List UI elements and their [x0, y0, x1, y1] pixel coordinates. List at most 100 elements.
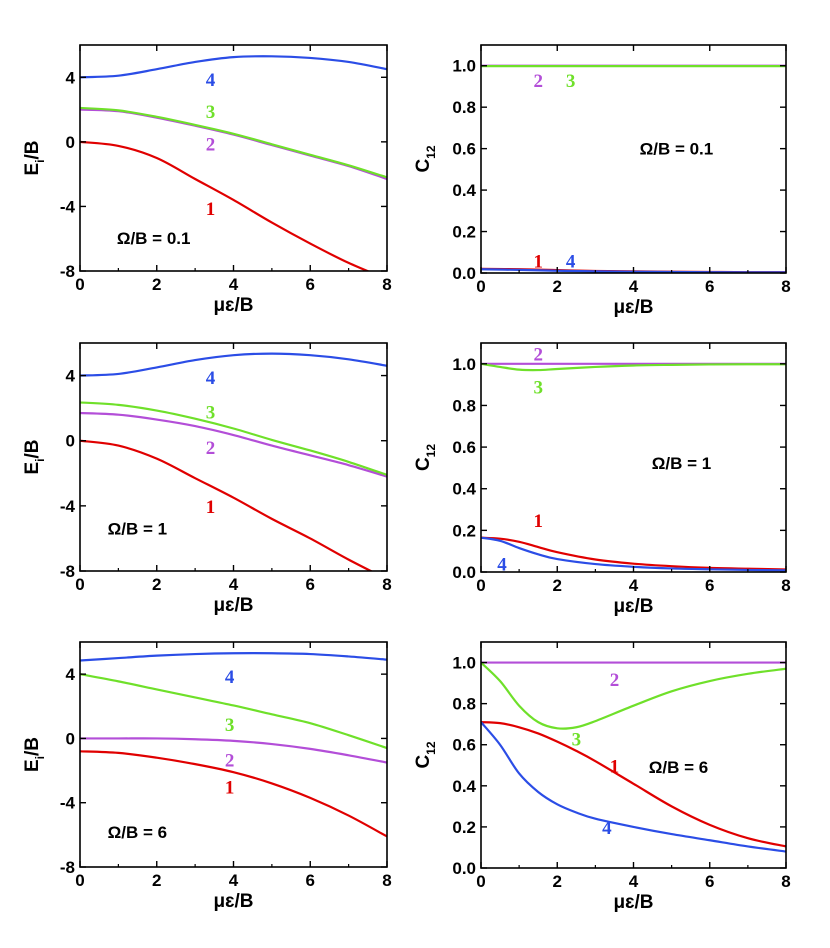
curve-label-2: 2 [610, 670, 620, 691]
x-axis-label: μɛ/B [213, 891, 253, 912]
curve-label-3: 3 [206, 102, 216, 123]
curve-label-4: 4 [225, 667, 235, 688]
x-axis-label: μɛ/B [213, 595, 253, 616]
series-line-4 [80, 652, 387, 662]
x-tick-label: 6 [705, 576, 714, 595]
x-tick-label: 4 [229, 871, 239, 890]
x-tick-label: 0 [75, 275, 84, 294]
omega-annotation: Ω/B = 1 [108, 520, 167, 539]
x-tick-label: 0 [476, 277, 485, 296]
y-axis-label: Ei/B [22, 439, 47, 474]
plot-frame [480, 44, 787, 274]
y-axis-label: C12 [413, 741, 438, 768]
x-tick-label: 2 [152, 275, 161, 294]
x-tick-label: 6 [705, 872, 714, 891]
x-axis-label: μɛ/B [213, 295, 253, 316]
x-tick-label: 8 [382, 275, 391, 294]
x-tick-label: 2 [152, 871, 161, 890]
curve-label-3: 3 [566, 71, 576, 92]
x-tick-label: 8 [781, 576, 790, 595]
x-tick-label: 2 [553, 277, 562, 296]
curve-label-4: 4 [566, 252, 576, 273]
x-tick-label: 6 [306, 575, 315, 594]
y-tick-label: -8 [60, 262, 75, 281]
x-tick-label: 2 [553, 576, 562, 595]
series-line-3 [481, 362, 786, 372]
x-tick-label: 4 [229, 275, 239, 294]
curve-label-1: 1 [206, 199, 216, 220]
y-tick-label: -4 [60, 497, 76, 516]
y-tick-label: -4 [60, 197, 76, 216]
y-tick-label: 0.2 [452, 223, 476, 242]
curve-label-4: 4 [206, 368, 216, 389]
y-tick-label: -8 [60, 562, 75, 581]
series-group [481, 661, 786, 853]
y-axis-label: C12 [413, 145, 438, 172]
y-tick-label: 4 [66, 665, 76, 684]
y-axis-label: Ei/B [22, 140, 47, 175]
series-line-1 [80, 140, 371, 271]
y-tick-label: 0.4 [452, 480, 476, 499]
y-tick-label: 4 [66, 68, 76, 87]
series-line-4 [80, 352, 387, 377]
y-tick-label: 0.8 [452, 98, 476, 117]
y-tick-label: 0.8 [452, 695, 476, 714]
series-line-3 [80, 673, 387, 750]
y-tick-label: 0.2 [452, 521, 476, 540]
series-group [481, 362, 786, 572]
x-tick-label: 4 [629, 872, 639, 891]
curve-label-1: 1 [610, 756, 620, 777]
x-axis-label: μɛ/B [613, 892, 653, 913]
y-tick-label: 0.0 [452, 264, 476, 283]
curve-label-1: 1 [206, 497, 216, 518]
series-line-1 [80, 750, 387, 838]
omega-annotation: Ω/B = 6 [108, 823, 167, 842]
x-tick-label: 6 [306, 871, 315, 890]
panel-coupling-bottom: 0 2 4 6 8 0.0 0.2 0.4 0.6 0.8 1.0 μɛ/B C12 1 4 2 3 Ω/B = … [413, 641, 791, 913]
curve-label-2: 2 [206, 438, 216, 459]
x-axis-label: μɛ/B [613, 297, 653, 318]
series-line-3 [80, 106, 387, 179]
y-tick-label: 0.0 [452, 859, 476, 878]
y-axis-label: C12 [413, 444, 438, 471]
y-tick-label: 0.6 [452, 140, 476, 159]
series-group [80, 55, 387, 271]
curve-label-3: 3 [225, 715, 235, 736]
series-line-4 [481, 721, 786, 853]
x-tick-label: 0 [75, 575, 84, 594]
series-group [80, 352, 387, 571]
curve-label-4: 4 [497, 555, 507, 576]
x-tick-label: 0 [476, 872, 485, 891]
y-tick-label: 0 [66, 133, 75, 152]
curve-label-4: 4 [206, 70, 216, 91]
y-tick-label: 1.0 [452, 355, 476, 374]
series-line-3 [80, 401, 387, 476]
y-tick-label: 0.0 [452, 563, 476, 582]
series-group [481, 64, 786, 273]
x-tick-label: 0 [75, 871, 84, 890]
curve-label-2: 2 [533, 344, 543, 365]
x-tick-label: 4 [629, 277, 639, 296]
series-line-2 [80, 411, 387, 478]
series-line-4 [80, 55, 387, 79]
x-tick-label: 8 [382, 575, 391, 594]
y-tick-label: 0 [66, 432, 75, 451]
series-line-1 [481, 536, 786, 571]
omega-annotation: Ω/B = 6 [649, 758, 708, 777]
plot-frame [480, 342, 787, 573]
curve-label-3: 3 [533, 378, 543, 399]
y-tick-label: 1.0 [452, 57, 476, 76]
curve-label-3: 3 [206, 402, 216, 423]
x-tick-label: 0 [476, 576, 485, 595]
y-tick-label: 0.6 [452, 438, 476, 457]
x-tick-label: 4 [229, 575, 239, 594]
y-tick-label: -8 [60, 858, 75, 877]
series-line-2 [80, 737, 387, 764]
y-axis-label: Ei/B [22, 737, 47, 772]
curve-label-1: 1 [533, 511, 543, 532]
curve-label-2: 2 [533, 71, 543, 92]
